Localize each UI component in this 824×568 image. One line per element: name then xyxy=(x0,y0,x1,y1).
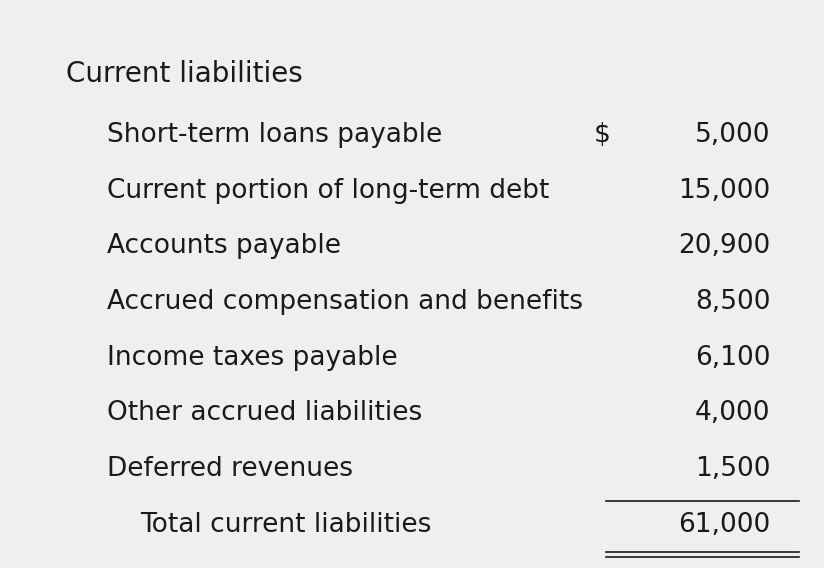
Text: Income taxes payable: Income taxes payable xyxy=(107,345,398,371)
Text: Short-term loans payable: Short-term loans payable xyxy=(107,122,442,148)
Text: 8,500: 8,500 xyxy=(695,289,770,315)
Text: 15,000: 15,000 xyxy=(678,178,770,204)
Text: Accounts payable: Accounts payable xyxy=(107,233,341,260)
Text: Accrued compensation and benefits: Accrued compensation and benefits xyxy=(107,289,583,315)
Text: 5,000: 5,000 xyxy=(695,122,770,148)
Text: Total current liabilities: Total current liabilities xyxy=(140,512,432,538)
Text: Other accrued liabilities: Other accrued liabilities xyxy=(107,400,423,427)
Text: Current portion of long-term debt: Current portion of long-term debt xyxy=(107,178,550,204)
Text: 20,900: 20,900 xyxy=(678,233,770,260)
Text: 6,100: 6,100 xyxy=(695,345,770,371)
Text: Deferred revenues: Deferred revenues xyxy=(107,456,353,482)
Text: 1,500: 1,500 xyxy=(695,456,770,482)
Text: Current liabilities: Current liabilities xyxy=(66,60,302,87)
Text: $: $ xyxy=(593,122,610,148)
Text: 4,000: 4,000 xyxy=(695,400,770,427)
Text: 61,000: 61,000 xyxy=(678,512,770,538)
